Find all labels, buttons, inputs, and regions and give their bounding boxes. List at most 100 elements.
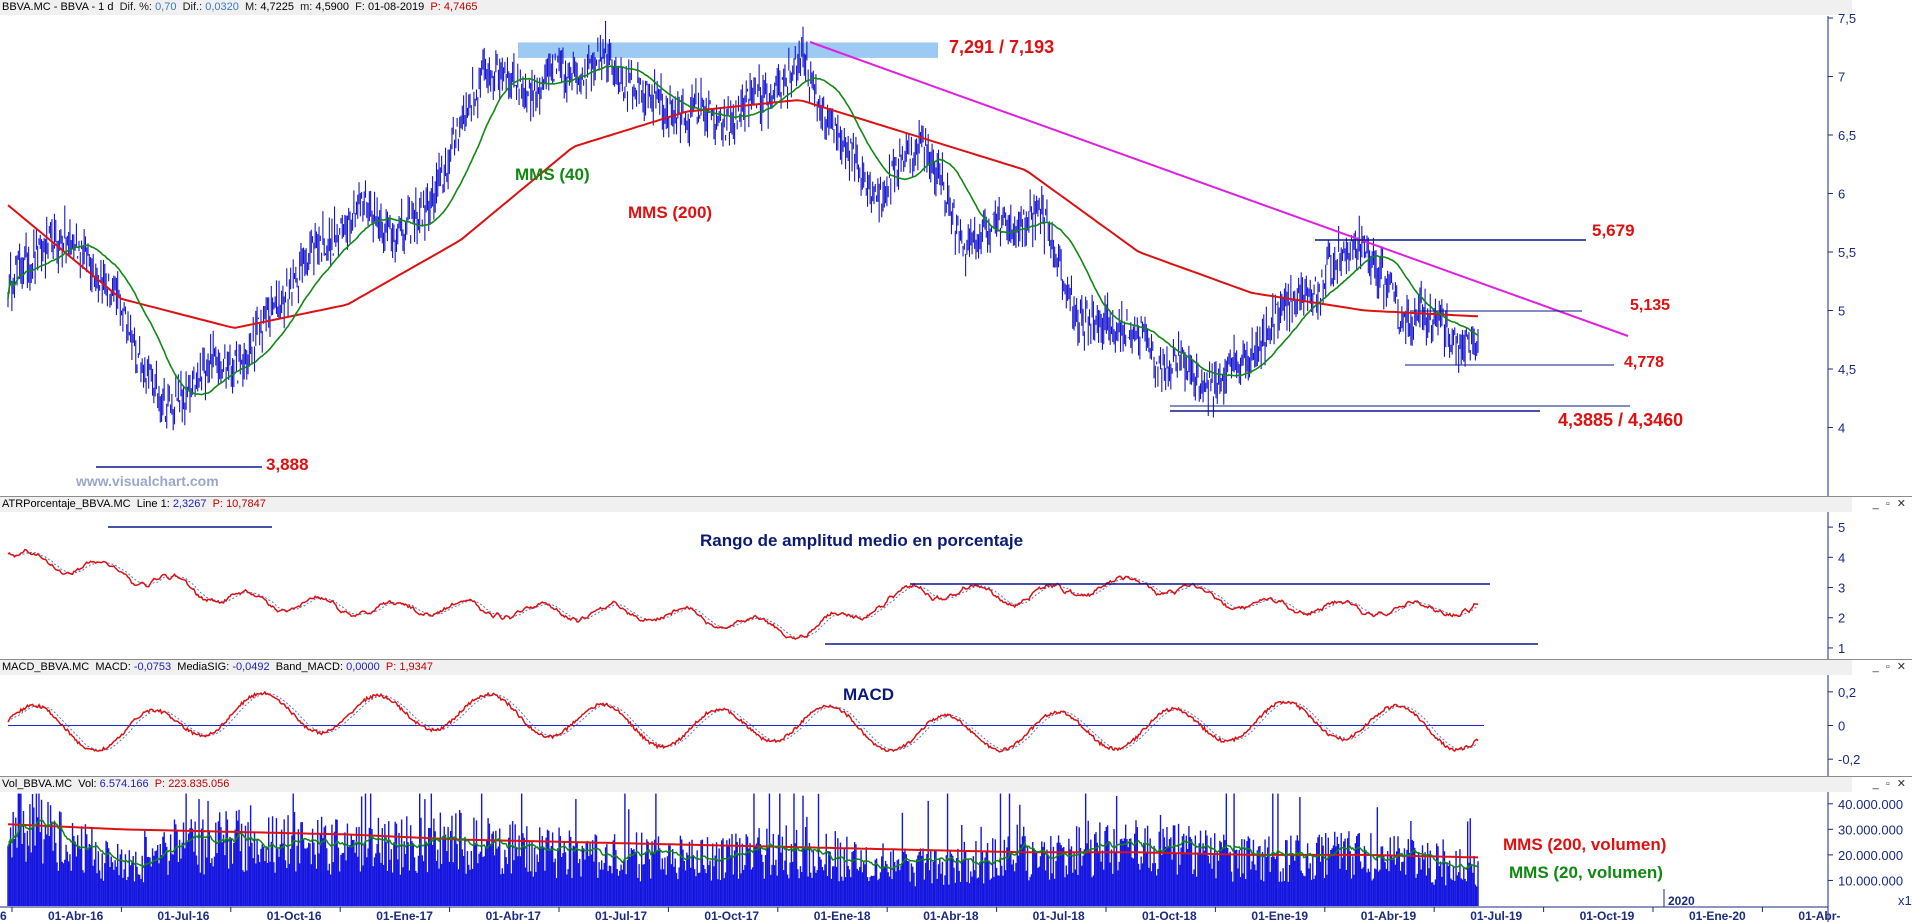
- volume-bar: [942, 884, 945, 906]
- volume-bar: [804, 826, 807, 906]
- volume-bar: [493, 855, 496, 906]
- volume-bar: [319, 834, 322, 906]
- volume-bar: [746, 836, 749, 906]
- volume-bar: [593, 861, 595, 906]
- volume-bar: [924, 862, 927, 906]
- volume-bar: [859, 866, 861, 906]
- macd-line: [7, 690, 1479, 753]
- volume-bar: [506, 864, 509, 906]
- volume-bar: [73, 836, 75, 906]
- volume-bar: [1057, 835, 1060, 906]
- volume-bar: [611, 873, 613, 906]
- volume-bar: [690, 867, 692, 906]
- volume-bar: [908, 861, 910, 906]
- volume-bar: [364, 793, 367, 906]
- volume-bar: [1432, 882, 1434, 906]
- volume-bar: [480, 793, 483, 906]
- atr-window-buttons[interactable]: _ ▫ ✕: [1872, 498, 1908, 510]
- volume-bar: [1401, 862, 1403, 906]
- volume-bar: [1224, 840, 1226, 906]
- volume-bar: [1346, 838, 1349, 906]
- volume-ma200-line: [7, 823, 1479, 859]
- volume-bar: [834, 831, 836, 906]
- volume-bar: [839, 842, 842, 906]
- max-value: 4,7225: [260, 1, 294, 13]
- price-chart[interactable]: 7,5 7 6,5 6 5,5 5 4,5 4 7,291 / 7,193 MMS (40) MMS…: [0, 0, 1912, 496]
- volume-bar: [659, 848, 661, 906]
- volume-chart[interactable]: 40.000.000 30.000.000 20.000.000 10.000.000…: [0, 777, 1912, 922]
- volume-bar: [677, 879, 679, 906]
- volume-bar: [253, 832, 256, 906]
- volume-bar: [52, 850, 54, 906]
- volume-bar: [282, 843, 284, 906]
- volume-bar: [515, 847, 518, 906]
- volume-bar: [1379, 869, 1381, 906]
- volume-bar: [1115, 796, 1118, 906]
- volume-bar: [837, 838, 839, 906]
- volume-bar: [1162, 828, 1164, 906]
- volume-bar: [314, 854, 316, 906]
- volume-bar: [660, 869, 662, 906]
- volume-bar: [629, 856, 631, 906]
- volume-bar: [637, 877, 639, 906]
- volume-bar: [44, 826, 47, 906]
- volume-bar: [762, 862, 764, 906]
- volume-bar: [206, 857, 208, 906]
- volume-bar: [810, 872, 812, 906]
- volume-bar: [899, 870, 901, 906]
- price-y-tick-label: 4: [1838, 421, 1845, 436]
- volume-bar: [940, 873, 942, 906]
- volume-bar: [333, 831, 336, 906]
- volume-bar: [49, 805, 52, 906]
- volume-bar: [1096, 842, 1098, 906]
- volume-bar: [489, 843, 492, 906]
- volume-bar: [573, 846, 576, 906]
- volume-bar: [945, 855, 947, 906]
- price-y-tick-label: 4,5: [1838, 362, 1856, 377]
- volume-bar: [142, 882, 145, 906]
- volume-bar: [669, 845, 671, 906]
- macd-band-value: 0,0000: [346, 661, 380, 673]
- volume-bar: [182, 822, 185, 906]
- volume-bar: [633, 849, 635, 906]
- volume-name: Vol_BBVA.MC: [2, 778, 73, 790]
- volume-bar: [234, 829, 236, 906]
- volume-bar: [665, 874, 667, 906]
- volume-bar: [1153, 845, 1155, 906]
- macd-p-value: 1,9347: [399, 661, 433, 673]
- volume-bar: [575, 799, 577, 906]
- volume-bar: [1251, 861, 1253, 906]
- volume-bar: [53, 820, 56, 906]
- volume-bar: [831, 866, 834, 906]
- volume-bar: [648, 859, 651, 906]
- macd-chart[interactable]: 0,2 0 -0,2 MACD: [0, 660, 1912, 776]
- volume-bar: [1154, 863, 1157, 906]
- volume-bar: [1255, 870, 1257, 906]
- macd-signal-line: [7, 693, 1479, 751]
- volume-bar: [331, 824, 333, 906]
- volume-bar: [98, 870, 101, 906]
- volume-bar: [1362, 867, 1364, 906]
- volume-bar: [758, 828, 760, 906]
- volume-bar: [1119, 839, 1122, 906]
- volume-window-buttons[interactable]: _ ▫ ✕: [1872, 778, 1908, 790]
- volume-bar: [1043, 842, 1046, 906]
- volume-bar: [1381, 846, 1384, 906]
- volume-bar: [1001, 865, 1003, 906]
- macd-window-buttons[interactable]: _ ▫ ✕: [1872, 661, 1908, 673]
- volume-bar: [86, 834, 88, 906]
- volume-bar: [1393, 836, 1395, 906]
- volume-bar: [369, 793, 372, 906]
- volume-bar: [1304, 876, 1306, 906]
- volume-bar: [638, 864, 640, 906]
- atr-chart[interactable]: 5 4 3 2 1 Rango de amplitud medio en porcenta…: [0, 497, 1912, 659]
- volume-bar: [283, 819, 285, 906]
- volume-bar: [7, 846, 9, 906]
- volume-bar: [446, 851, 448, 906]
- volume-bar: [909, 881, 911, 906]
- volume-bar: [915, 859, 918, 906]
- volume-bar: [1112, 873, 1114, 906]
- volume-bar: [404, 853, 407, 906]
- volume-bar: [140, 879, 142, 906]
- volume-bar: [1340, 833, 1342, 906]
